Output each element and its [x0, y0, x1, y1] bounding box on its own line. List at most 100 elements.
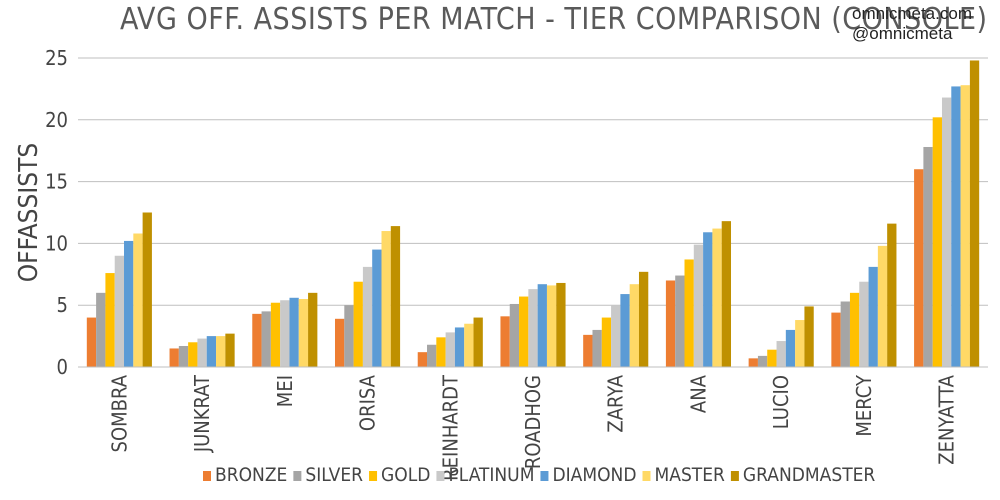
- bar-zarya-platinum: [611, 305, 621, 367]
- bar-orisa-gold: [353, 281, 363, 367]
- x-tick-label: REINHARDT: [438, 374, 462, 481]
- bar-zenyatta-grandmaster: [969, 60, 980, 368]
- bar-ana-master: [712, 228, 722, 367]
- bar-mercy-diamond: [868, 266, 878, 367]
- x-tick-label: JUNKRAT: [190, 374, 214, 453]
- legend-swatch-diamond: [540, 471, 549, 481]
- legend-swatch-platinum: [436, 471, 445, 481]
- bar-roadhog-grandmaster: [556, 282, 566, 367]
- legend-label-grandmaster: GRANDMASTER: [743, 464, 876, 486]
- bar-zenyatta-bronze: [914, 169, 924, 367]
- bar-ana-silver: [675, 275, 685, 367]
- brand-handle: @omnicmeta: [852, 24, 953, 43]
- y-tick-label: 5: [57, 293, 68, 317]
- bar-sombra-silver: [96, 292, 106, 367]
- bar-lucio-grandmaster: [804, 306, 814, 367]
- bar-lucio-platinum: [776, 341, 786, 367]
- bar-zarya-bronze: [583, 334, 593, 367]
- bar-junkrat-master: [216, 336, 226, 367]
- x-tick-label: MERCY: [852, 374, 876, 437]
- x-tick-label: ZARYA: [604, 374, 628, 432]
- y-tick-label: 10: [45, 231, 68, 255]
- bar-ana-grandmaster: [721, 221, 732, 367]
- x-tick-label: SOMBRA: [107, 374, 131, 452]
- legend-swatch-bronze: [203, 471, 211, 481]
- bar-zenyatta-silver: [923, 146, 933, 367]
- bar-ana-bronze: [665, 280, 676, 367]
- bar-mercy-platinum: [859, 281, 869, 367]
- bar-zarya-diamond: [620, 294, 630, 367]
- y-axis-label: OFFASSISTS: [14, 143, 44, 283]
- bar-mercy-bronze: [831, 312, 841, 367]
- y-tick-label: 15: [45, 170, 68, 194]
- bar-lucio-silver: [757, 355, 768, 367]
- bar-mei-platinum: [280, 300, 290, 367]
- bar-ana-gold: [684, 259, 694, 367]
- bar-zenyatta-gold: [932, 117, 942, 367]
- bar-zarya-gold: [601, 317, 612, 367]
- bar-roadhog-silver: [509, 303, 520, 367]
- bar-mercy-master: [877, 245, 888, 367]
- bar-mei-bronze: [252, 313, 262, 367]
- bar-sombra-platinum: [114, 255, 125, 367]
- legend-label-diamond: DIAMOND: [552, 464, 636, 486]
- bar-reinhardt-diamond: [454, 327, 465, 367]
- bar-reinhardt-bronze: [417, 352, 428, 367]
- bar-mei-master: [298, 299, 309, 367]
- bar-junkrat-silver: [178, 345, 189, 367]
- bar-junkrat-platinum: [197, 338, 207, 367]
- x-tick-label: ANA: [686, 374, 710, 413]
- bar-reinhardt-grandmaster: [473, 317, 483, 367]
- legend-swatch-grandmaster: [730, 471, 739, 481]
- legend-label-platinum: PLATINUM: [448, 464, 534, 486]
- bar-orisa-grandmaster: [390, 226, 401, 367]
- bar-roadhog-diamond: [537, 284, 547, 367]
- bar-orisa-diamond: [372, 249, 382, 367]
- bar-sombra-gold: [105, 273, 115, 367]
- bar-ana-platinum: [693, 244, 704, 367]
- bar-junkrat-grandmaster: [225, 333, 235, 367]
- legend-swatch-master: [642, 471, 651, 481]
- bar-mercy-silver: [840, 301, 850, 367]
- legend-label-gold: GOLD: [381, 464, 430, 486]
- bar-roadhog-bronze: [500, 316, 510, 367]
- brand-credit: omnicmeta.com @omnicmeta: [852, 4, 972, 44]
- x-tick-label: MEI: [273, 375, 297, 407]
- bar-orisa-platinum: [362, 266, 373, 367]
- legend-label-master: MASTER: [655, 464, 726, 486]
- bar-sombra-bronze: [86, 317, 97, 367]
- bar-junkrat-bronze: [169, 348, 179, 367]
- y-tick-label: 0: [57, 355, 68, 379]
- bar-mei-diamond: [289, 297, 299, 367]
- brand-site: omnicmeta.com: [852, 4, 972, 23]
- bar-mei-silver: [261, 311, 271, 367]
- legend-label-bronze: BRONZE: [215, 464, 287, 486]
- x-tick-label: ZENYATTA: [935, 374, 959, 464]
- bar-sombra-grandmaster: [142, 212, 152, 367]
- bar-junkrat-diamond: [206, 336, 217, 367]
- bar-orisa-silver: [344, 305, 354, 367]
- bar-lucio-diamond: [785, 329, 796, 367]
- bar-mei-grandmaster: [308, 292, 318, 367]
- bar-lucio-gold: [767, 349, 777, 367]
- bar-reinhardt-platinum: [445, 332, 455, 367]
- legend-label-silver: SILVER: [305, 464, 363, 486]
- legend-swatch-silver: [293, 471, 302, 481]
- bar-junkrat-gold: [188, 342, 198, 367]
- x-tick-label: LUCIO: [769, 375, 793, 429]
- bar-ana-diamond: [703, 232, 713, 367]
- y-tick-label: 20: [45, 108, 68, 132]
- bar-roadhog-master: [546, 285, 557, 367]
- chart-title: AVG OFF. ASSISTS PER MATCH - TIER COMPAR…: [120, 2, 988, 37]
- bar-zenyatta-platinum: [941, 97, 952, 367]
- bar-zarya-silver: [592, 329, 602, 367]
- bar-lucio-master: [795, 320, 805, 367]
- bar-mercy-grandmaster: [887, 223, 897, 367]
- x-tick-label: ORISA: [356, 374, 380, 431]
- bar-zarya-grandmaster: [638, 271, 649, 367]
- bar-reinhardt-master: [464, 323, 474, 367]
- bar-zenyatta-diamond: [951, 86, 961, 367]
- bar-mei-gold: [270, 302, 281, 367]
- bar-roadhog-gold: [519, 296, 529, 367]
- bar-sombra-master: [133, 233, 143, 367]
